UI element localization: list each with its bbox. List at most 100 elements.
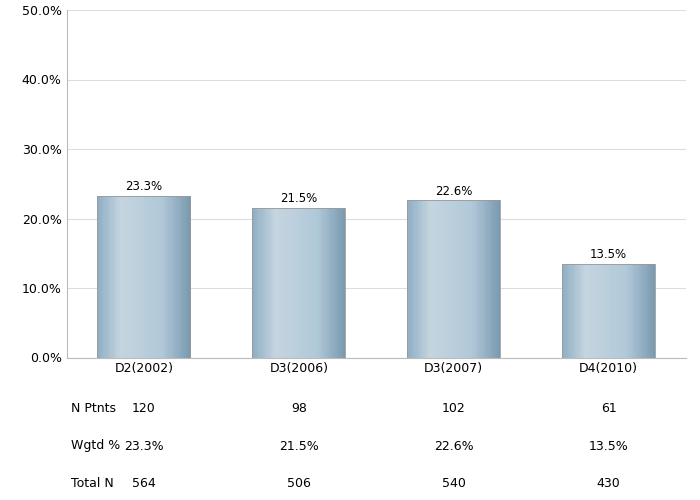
Bar [497, 200, 498, 358]
Bar [473, 200, 474, 358]
Bar [568, 264, 569, 358]
Bar [624, 264, 625, 358]
Bar [146, 196, 148, 358]
Bar [490, 200, 491, 358]
Bar [294, 208, 295, 358]
Bar [328, 208, 329, 358]
Bar [480, 200, 482, 358]
Bar [562, 264, 655, 358]
Bar [433, 200, 434, 358]
Bar [120, 196, 121, 358]
Bar [642, 264, 643, 358]
Text: Wgtd %: Wgtd % [71, 440, 120, 452]
Bar [650, 264, 652, 358]
Bar [185, 196, 186, 358]
Text: 22.6%: 22.6% [435, 184, 472, 198]
Bar [486, 200, 487, 358]
Bar [292, 208, 293, 358]
Bar [468, 200, 469, 358]
Bar [428, 200, 429, 358]
Text: 120: 120 [132, 402, 156, 414]
Bar [414, 200, 416, 358]
Bar [440, 200, 441, 358]
Bar [271, 208, 272, 358]
Bar [150, 196, 151, 358]
Bar [301, 208, 302, 358]
Bar [601, 264, 603, 358]
Bar [583, 264, 584, 358]
Text: 21.5%: 21.5% [280, 192, 317, 205]
Bar [253, 208, 255, 358]
Bar [309, 208, 311, 358]
Bar [582, 264, 583, 358]
Bar [141, 196, 143, 358]
Bar [130, 196, 132, 358]
Bar [153, 196, 155, 358]
Bar [326, 208, 327, 358]
Bar [631, 264, 632, 358]
Bar [102, 196, 104, 358]
Bar [412, 200, 413, 358]
Bar [594, 264, 596, 358]
Bar [466, 200, 468, 358]
Bar [304, 208, 306, 358]
Bar [594, 264, 595, 358]
Bar [415, 200, 416, 358]
Bar [101, 196, 102, 358]
Bar [610, 264, 611, 358]
Bar [116, 196, 118, 358]
Bar [459, 200, 461, 358]
Bar [432, 200, 433, 358]
Bar [320, 208, 321, 358]
Bar [169, 196, 171, 358]
Bar [168, 196, 169, 358]
Bar [313, 208, 314, 358]
Bar [476, 200, 477, 358]
Bar [620, 264, 622, 358]
Bar [144, 196, 146, 358]
Bar [145, 196, 146, 358]
Bar [307, 208, 308, 358]
Bar [295, 208, 297, 358]
Bar [589, 264, 590, 358]
Bar [283, 208, 284, 358]
Bar [272, 208, 274, 358]
Bar [187, 196, 188, 358]
Bar [613, 264, 615, 358]
Bar [587, 264, 588, 358]
Bar [252, 208, 345, 358]
Bar [157, 196, 158, 358]
Bar [183, 196, 185, 358]
Bar [471, 200, 472, 358]
Bar [622, 264, 624, 358]
Bar [605, 264, 606, 358]
Bar [148, 196, 150, 358]
Bar [182, 196, 183, 358]
Bar [629, 264, 631, 358]
Bar [115, 196, 116, 358]
Bar [188, 196, 190, 358]
Bar [298, 208, 299, 358]
Bar [469, 200, 470, 358]
Text: 23.3%: 23.3% [125, 180, 162, 193]
Bar [181, 196, 183, 358]
Text: Total N: Total N [71, 478, 114, 490]
Bar [138, 196, 139, 358]
Bar [652, 264, 653, 358]
Bar [645, 264, 646, 358]
Bar [113, 196, 114, 358]
Bar [143, 196, 144, 358]
Bar [139, 196, 141, 358]
Bar [175, 196, 176, 358]
Text: 506: 506 [287, 478, 311, 490]
Bar [603, 264, 604, 358]
Bar [574, 264, 575, 358]
Bar [331, 208, 332, 358]
Bar [416, 200, 418, 358]
Bar [273, 208, 274, 358]
Bar [297, 208, 298, 358]
Bar [598, 264, 599, 358]
Bar [447, 200, 448, 358]
Bar [418, 200, 419, 358]
Bar [306, 208, 307, 358]
